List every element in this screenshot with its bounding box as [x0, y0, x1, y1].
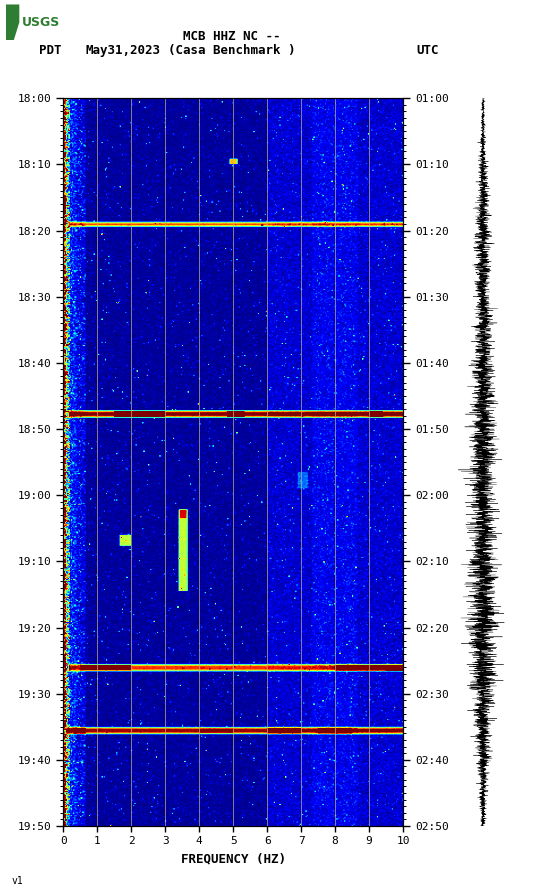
Text: USGS: USGS	[22, 16, 60, 29]
Text: v1: v1	[11, 876, 23, 886]
X-axis label: FREQUENCY (HZ): FREQUENCY (HZ)	[181, 852, 286, 865]
Text: PDT: PDT	[39, 44, 61, 57]
Text: (Casa Benchmark ): (Casa Benchmark )	[168, 44, 295, 57]
Text: MCB HHZ NC --: MCB HHZ NC --	[183, 29, 280, 43]
Polygon shape	[6, 4, 19, 40]
Text: UTC: UTC	[417, 44, 439, 57]
Text: May31,2023: May31,2023	[86, 44, 161, 57]
